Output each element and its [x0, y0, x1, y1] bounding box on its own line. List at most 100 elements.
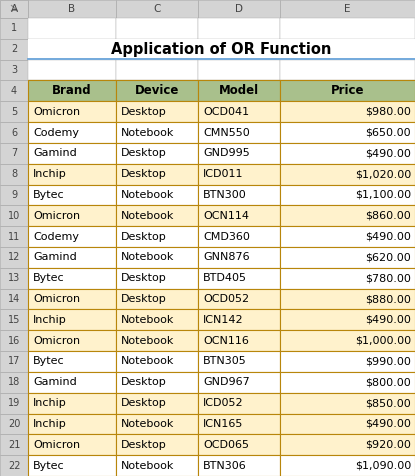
Text: $880.00: $880.00 — [365, 294, 411, 304]
Bar — [0, 309, 28, 330]
Text: $1,000.00: $1,000.00 — [355, 336, 411, 346]
Bar — [0, 18, 28, 39]
Bar — [0, 455, 28, 476]
Text: $1,100.00: $1,100.00 — [355, 190, 411, 200]
Text: 11: 11 — [8, 232, 20, 242]
Bar — [28, 0, 116, 18]
Bar — [198, 351, 280, 372]
Text: Desktop: Desktop — [121, 377, 167, 387]
Text: 8: 8 — [11, 169, 17, 179]
Text: GND995: GND995 — [203, 149, 250, 159]
Bar — [198, 122, 280, 143]
Bar — [116, 143, 198, 164]
Text: Codemy: Codemy — [33, 128, 79, 138]
Text: $1,020.00: $1,020.00 — [355, 169, 411, 179]
Text: $490.00: $490.00 — [365, 232, 411, 242]
Bar — [116, 247, 198, 268]
Bar — [28, 122, 116, 143]
Text: 13: 13 — [8, 273, 20, 283]
Bar — [198, 205, 280, 226]
Bar — [28, 18, 116, 39]
Text: CMD360: CMD360 — [203, 232, 250, 242]
Bar — [198, 288, 280, 309]
Bar — [280, 205, 415, 226]
Bar — [280, 455, 415, 476]
Bar — [198, 414, 280, 435]
Bar — [116, 60, 198, 80]
Text: BTD405: BTD405 — [203, 273, 247, 283]
Text: Gamind: Gamind — [33, 252, 77, 262]
Bar — [280, 0, 415, 18]
Bar — [198, 60, 280, 80]
Bar — [198, 268, 280, 288]
Bar — [0, 164, 28, 185]
Text: C: C — [153, 4, 161, 14]
Text: Omicron: Omicron — [33, 211, 80, 221]
Bar — [28, 247, 116, 268]
Bar — [28, 288, 116, 309]
Text: $980.00: $980.00 — [365, 107, 411, 117]
Text: Notebook: Notebook — [121, 315, 174, 325]
Text: Notebook: Notebook — [121, 419, 174, 429]
Text: Notebook: Notebook — [121, 190, 174, 200]
Text: Desktop: Desktop — [121, 149, 167, 159]
Text: Omicron: Omicron — [33, 440, 80, 450]
Text: Inchip: Inchip — [33, 398, 67, 408]
Bar — [0, 205, 28, 226]
Bar — [0, 435, 28, 455]
Bar — [280, 185, 415, 205]
Text: Notebook: Notebook — [121, 211, 174, 221]
Text: GNN876: GNN876 — [203, 252, 250, 262]
Text: $620.00: $620.00 — [365, 252, 411, 262]
Text: ICD011: ICD011 — [203, 169, 244, 179]
Text: 15: 15 — [8, 315, 20, 325]
Bar — [28, 185, 116, 205]
Bar — [198, 185, 280, 205]
Bar — [0, 226, 28, 247]
Bar — [116, 226, 198, 247]
Text: D: D — [235, 4, 243, 14]
Text: $490.00: $490.00 — [365, 315, 411, 325]
Text: Bytec: Bytec — [33, 461, 65, 471]
Text: Bytec: Bytec — [33, 357, 65, 367]
Text: $990.00: $990.00 — [365, 357, 411, 367]
Bar — [198, 0, 280, 18]
Bar — [198, 330, 280, 351]
Text: 7: 7 — [11, 149, 17, 159]
Text: Notebook: Notebook — [121, 128, 174, 138]
Text: OCN116: OCN116 — [203, 336, 249, 346]
Bar — [28, 351, 116, 372]
Text: Inchip: Inchip — [33, 169, 67, 179]
Bar — [116, 435, 198, 455]
Bar — [116, 122, 198, 143]
Bar — [116, 288, 198, 309]
Text: OCN114: OCN114 — [203, 211, 249, 221]
Text: 5: 5 — [11, 107, 17, 117]
Text: OCD041: OCD041 — [203, 107, 249, 117]
Text: GND967: GND967 — [203, 377, 250, 387]
Text: 3: 3 — [11, 65, 17, 75]
Bar — [28, 164, 116, 185]
Text: Model: Model — [219, 84, 259, 98]
Text: OCD052: OCD052 — [203, 294, 249, 304]
Text: 14: 14 — [8, 294, 20, 304]
Bar — [116, 18, 198, 39]
Text: 21: 21 — [8, 440, 20, 450]
Bar — [116, 268, 198, 288]
Bar — [0, 60, 28, 80]
Text: $1,090.00: $1,090.00 — [355, 461, 411, 471]
Text: ICD052: ICD052 — [203, 398, 244, 408]
Bar — [280, 122, 415, 143]
Text: 17: 17 — [8, 357, 20, 367]
Bar — [116, 351, 198, 372]
Bar — [280, 164, 415, 185]
Bar — [28, 39, 415, 60]
Text: Gamind: Gamind — [33, 149, 77, 159]
Text: B: B — [68, 4, 76, 14]
Text: 20: 20 — [8, 419, 20, 429]
Bar — [280, 372, 415, 393]
Bar — [0, 351, 28, 372]
Text: A: A — [10, 4, 17, 14]
Text: Notebook: Notebook — [121, 357, 174, 367]
Text: $920.00: $920.00 — [365, 440, 411, 450]
